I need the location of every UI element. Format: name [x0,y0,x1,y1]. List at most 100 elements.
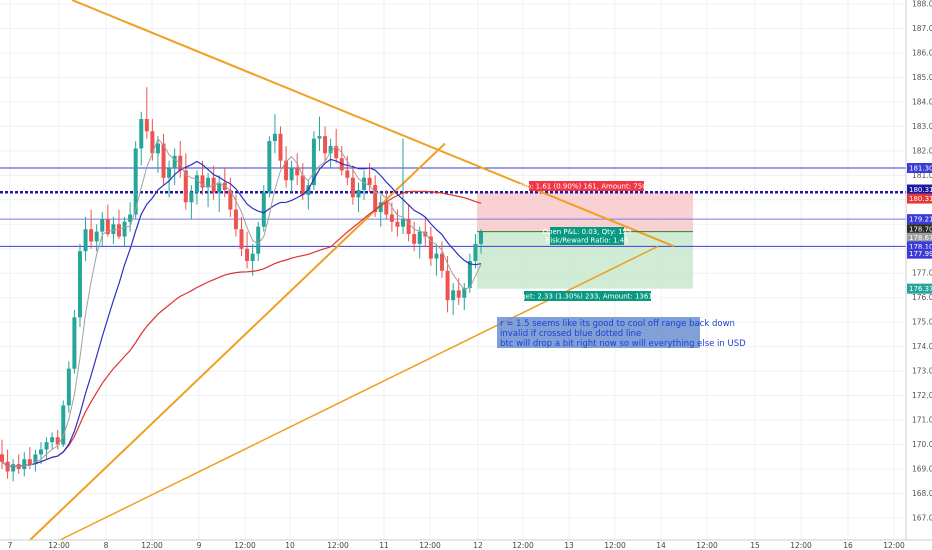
pnl-label-text: Open P&L: 0.03, Qty: 155 [543,228,632,236]
y-tick-label: 188.00 [912,0,932,9]
candle-body [462,287,467,298]
x-tick-label: 9 [197,541,202,550]
price-badge-label: 178.70 [909,226,932,234]
candle-body [289,167,294,181]
x-tick-label: 11 [379,541,389,550]
y-tick-label: 169.00 [912,465,932,474]
ma-blue [1,158,482,468]
candle-body [384,202,389,215]
x-tick-label: 16 [843,541,853,550]
price-badge-label: 176.37 [909,285,932,293]
y-tick-label: 183.00 [912,122,932,131]
y-tick-label: 186.00 [912,48,932,57]
horizontal-levels [0,167,906,247]
candle-body [172,155,177,168]
position-zones [477,192,693,289]
candle-body [356,190,361,198]
candle-body [278,133,283,161]
price-badge [907,241,932,252]
y-tick-label: 181.00 [912,171,932,180]
candle-body [345,170,350,178]
x-tick-label: 12:00 [512,541,534,550]
candle-body [183,170,188,203]
candle-body [144,119,149,132]
candle-body [256,226,261,254]
target-label: Target: 2.33 (1.30%) 233, Amount: 1361.1… [510,291,664,301]
candle-body [267,141,272,193]
candle-body [467,261,472,288]
candle-body [55,437,60,445]
x-tick-label: 14 [656,541,666,550]
price-badge [907,193,932,204]
grid [0,0,906,540]
x-tick-label: 13 [564,541,574,550]
candle-body [72,317,77,369]
candle-body [89,229,94,242]
x-tick-label: 12:00 [696,541,718,550]
candle-body [440,253,445,271]
candle-body [228,190,233,210]
candle-body [105,219,110,235]
stop-label: Stop: 1.61 (0.90%) 161, Amount: 750.45 [515,181,658,191]
candle-body [33,454,38,465]
candle-body [66,368,71,406]
candle-body [250,253,255,261]
stop-label-text: Stop: 1.61 (0.90%) 161, Amount: 750.45 [515,183,658,191]
candle-body [167,167,172,178]
pnl-label: Open P&L: 0.03, Qty: 155 Risk/Reward Rat… [543,227,632,245]
price-badge-label: 179.21 [909,216,932,224]
candle-body [27,459,32,465]
candle-body [50,437,55,443]
x-tick-label: 12:00 [604,541,626,550]
x-tick-label: 12:00 [234,541,256,550]
candle-body [423,231,428,237]
x-tick-label: 10 [285,541,295,550]
candle-body [445,270,450,301]
y-tick-label: 175.00 [912,318,932,327]
price-badge [907,224,932,235]
candle-body [194,175,199,193]
candle-body [406,219,411,235]
candle-body [261,192,266,227]
candle-body [122,221,127,237]
x-tick-label: 12:00 [790,541,812,550]
candle-body [217,182,222,193]
candle-body [378,202,383,213]
x-tick-label: 12:00 [419,541,441,550]
candle-body [83,229,88,252]
ma-red [1,190,482,468]
annotation-note[interactable]: r = 1.5 seems like its good to cool off … [497,317,746,349]
candle-body [456,290,461,298]
price-badge [907,248,932,259]
candle-body [0,454,4,462]
trendline-descending [71,0,675,248]
candle-body [189,192,194,203]
candle-body [373,185,378,213]
candle-body [479,231,483,244]
y-tick-label: 167.00 [912,514,932,523]
candle-body [233,209,238,230]
candle-body [100,219,105,232]
candle-body [311,138,316,186]
y-tick-label: 170.00 [912,440,932,449]
price-badge [907,283,932,294]
y-tick-label: 177.00 [912,269,932,278]
annotation-line-2: invalid if crossed blue dotted line [500,329,641,339]
target-label-text: Target: 2.33 (1.30%) 233, Amount: 1361.1… [510,293,664,301]
moving-averages [1,138,482,468]
ma-gray [1,138,482,468]
y-tick-label: 176.00 [912,293,932,302]
candle-body [295,167,300,176]
candle-body [206,177,211,188]
x-axis-ticks: 7 12:00 8 12:00 9 12:00 10 12:00 11 12:00 12 12:00 1… [8,541,905,550]
price-badge-label: 180.31 [909,195,932,203]
candle-body [317,136,322,139]
price-badge-label: 180.31 [909,186,932,194]
y-tick-label: 173.00 [912,367,932,376]
price-badge [907,232,932,243]
candle-body [133,148,138,215]
annotation-line-1: r = 1.5 seems like its good to cool off … [500,319,735,329]
candle-body [155,143,160,154]
